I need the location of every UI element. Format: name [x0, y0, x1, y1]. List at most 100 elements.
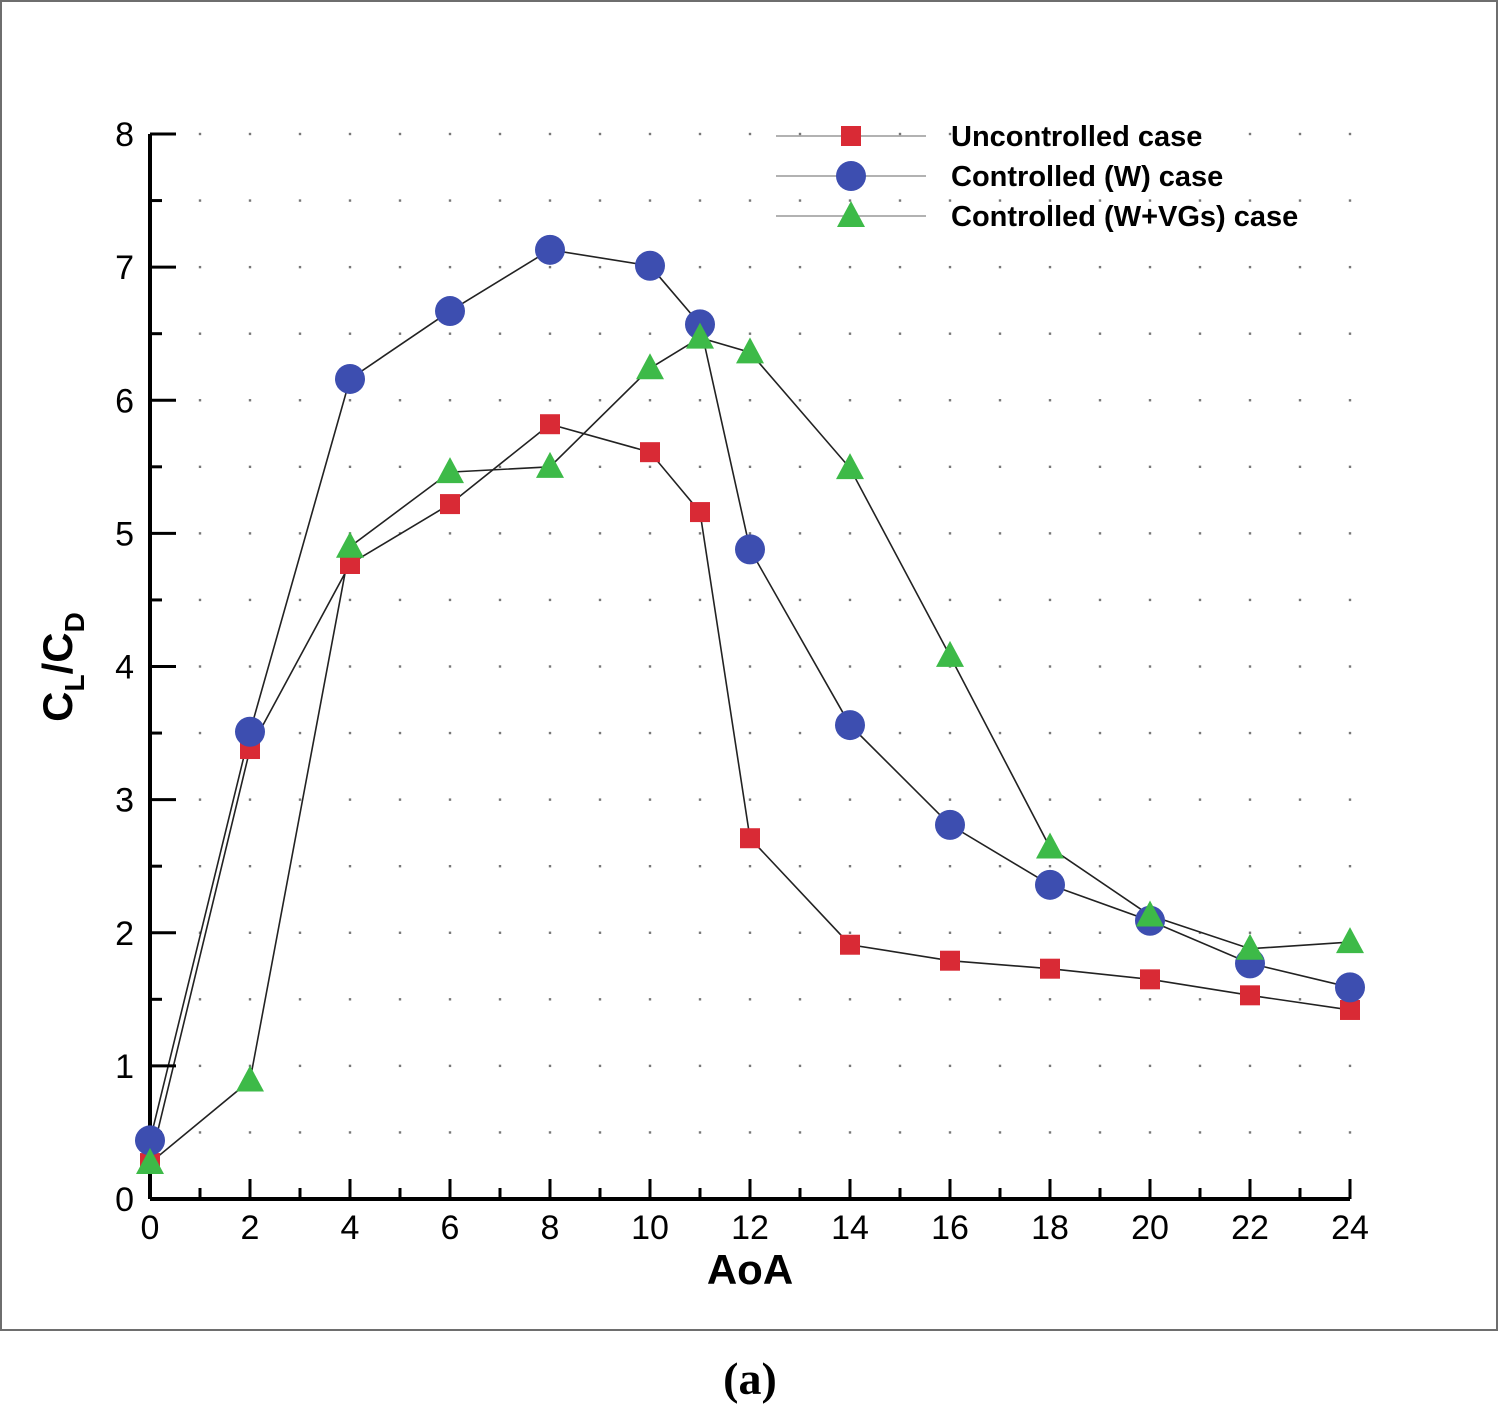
grid-dot: [848, 665, 852, 668]
grid-dot: [298, 864, 302, 868]
grid-dot: [1148, 265, 1152, 269]
grid-dot: [598, 332, 602, 335]
grid-dot: [748, 532, 752, 535]
grid-dot: [998, 998, 1002, 1001]
x-tick-label: 0: [141, 1209, 160, 1247]
grid-dot: [498, 1131, 502, 1134]
grid-dot: [1048, 532, 1052, 535]
grid-dot: [298, 465, 302, 469]
y-tick-label: 8: [115, 116, 134, 154]
grid-dot: [1298, 598, 1302, 602]
grid-dot: [698, 931, 702, 934]
grid-dot: [1098, 731, 1102, 735]
grid-dot: [1248, 864, 1252, 868]
grid-dot: [448, 532, 452, 535]
y-tick-label: 5: [115, 515, 134, 553]
grid-dot: [1248, 598, 1252, 602]
grid-dot: [198, 665, 202, 668]
grid-dot: [798, 465, 802, 469]
grid-dot: [1148, 199, 1152, 202]
grid-dot: [948, 598, 952, 602]
grid-dot: [1098, 998, 1102, 1001]
grid-dot: [298, 731, 302, 735]
grid-dot: [398, 265, 402, 269]
series-1-point: [535, 234, 565, 265]
grid-dot: [698, 465, 702, 469]
grid-dot: [898, 598, 902, 602]
grid-dot: [798, 864, 802, 868]
grid-dot: [1298, 465, 1302, 469]
grid-dot: [448, 1131, 452, 1134]
grid-dot: [1048, 864, 1052, 868]
grid-dot: [1098, 798, 1102, 801]
grid-dot: [898, 665, 902, 668]
grid-dot: [848, 332, 852, 335]
y-tick-label: 3: [115, 782, 134, 820]
grid-dot: [648, 332, 652, 335]
grid-dot: [1148, 731, 1152, 735]
series-2-point: [736, 337, 764, 364]
grid-dot: [598, 199, 602, 202]
grid-dot: [798, 532, 802, 535]
grid-dot: [298, 598, 302, 602]
grid-dot: [598, 465, 602, 469]
grid-dot: [348, 132, 352, 136]
grid-dot: [348, 665, 352, 668]
grid-dot: [948, 465, 952, 469]
grid-dot: [848, 798, 852, 801]
grid-dot: [198, 265, 202, 269]
grid-dot: [498, 332, 502, 335]
grid-dot: [898, 931, 902, 934]
grid-dot: [1298, 798, 1302, 801]
grid-dot: [298, 1064, 302, 1068]
grid-dot: [1048, 665, 1052, 668]
grid-dot: [1148, 665, 1152, 668]
grid-dot: [598, 1131, 602, 1134]
grid-dot: [1348, 798, 1352, 801]
grid-dot: [948, 931, 952, 934]
series-2-point: [1036, 832, 1064, 859]
grid-dot: [548, 399, 552, 402]
grid-dot: [1198, 199, 1202, 202]
grid-dot: [448, 265, 452, 269]
grid-dot: [1048, 399, 1052, 402]
grid-dot: [548, 1131, 552, 1134]
grid-dot: [998, 332, 1002, 335]
grid-dot: [1098, 1131, 1102, 1134]
grid-dot: [498, 864, 502, 868]
series-markers: [135, 234, 1365, 1175]
grid-dot: [398, 665, 402, 668]
x-tick-label: 16: [931, 1209, 969, 1247]
grid-dot: [448, 199, 452, 202]
series-0-point: [640, 442, 660, 463]
grid-dot: [1248, 665, 1252, 668]
grid-dot: [798, 931, 802, 934]
x-tick-label: 6: [441, 1209, 460, 1247]
series-2-point: [336, 531, 364, 558]
grid-dot: [348, 399, 352, 402]
y-tick-label: 1: [115, 1048, 134, 1086]
x-tick-label: 4: [341, 1209, 360, 1247]
grid-dot: [398, 731, 402, 735]
grid-dot: [998, 665, 1002, 668]
grid-dot: [548, 532, 552, 535]
grid-dot: [448, 1064, 452, 1068]
grid-dot: [948, 399, 952, 402]
grid-dot: [298, 665, 302, 668]
series-1-point: [835, 710, 865, 741]
grid-dot: [948, 1064, 952, 1068]
series-2-point: [536, 451, 564, 478]
grid-dot: [1248, 1131, 1252, 1134]
grid-dot: [1148, 1131, 1152, 1134]
grid-dot: [748, 864, 752, 868]
grid-dot: [948, 731, 952, 735]
grid-dot: [198, 1064, 202, 1068]
grid-dot: [448, 998, 452, 1001]
grid-dot: [1298, 1131, 1302, 1134]
grid-dot: [548, 665, 552, 668]
grid-dot: [648, 199, 652, 202]
grid-dot: [1198, 532, 1202, 535]
grid-dot: [1198, 399, 1202, 402]
series-2-point: [1336, 927, 1364, 954]
